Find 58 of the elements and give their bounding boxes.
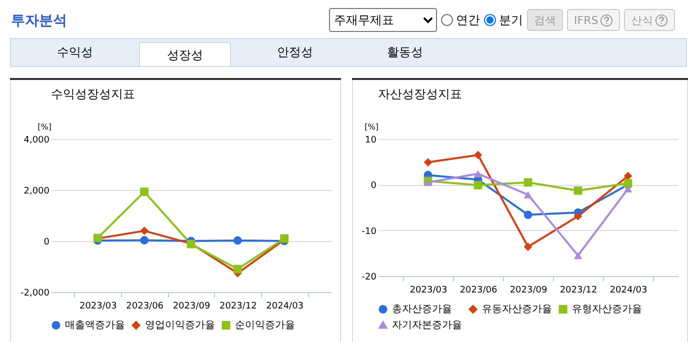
text: 수익성 xyxy=(56,44,94,61)
text: 산식 xyxy=(631,12,654,28)
point xyxy=(624,185,632,192)
text: 성장성 xyxy=(139,42,231,66)
x-tick-label: 2023/12 xyxy=(560,286,598,296)
legend-label: 영업이익증가율 xyxy=(145,320,215,332)
x-tick-label: 2023/06 xyxy=(126,302,164,312)
point xyxy=(140,236,149,244)
text: 안정성 xyxy=(276,44,314,61)
y-tick-label: -10 xyxy=(362,226,377,237)
y-tick-label: 10 xyxy=(365,136,377,146)
chart-title: 수익성장성지표 xyxy=(51,87,135,101)
legend-label: 유동자산증가율 xyxy=(482,304,552,316)
x-tick-label: 2023/09 xyxy=(510,286,548,296)
point xyxy=(524,191,532,198)
y-axis-title: [%] xyxy=(364,122,378,132)
point xyxy=(140,188,149,196)
point xyxy=(424,158,432,166)
y-tick-label: -2,000 xyxy=(20,288,50,298)
text: 분기 xyxy=(498,12,523,28)
point xyxy=(140,226,149,235)
x-tick-label: 2023/03 xyxy=(79,302,117,312)
chart-title: 자산성장성지표 xyxy=(378,87,462,101)
point xyxy=(524,242,532,251)
point xyxy=(574,252,582,260)
point xyxy=(474,170,482,178)
point xyxy=(474,180,482,190)
legend-label: 총자산증가율 xyxy=(392,304,452,316)
legend-label: 유형자산증가율 xyxy=(572,304,642,316)
point xyxy=(233,264,242,274)
y-axis-title: [%] xyxy=(38,122,52,132)
y-tick-label: -20 xyxy=(362,272,377,282)
x-tick-label: 2023/03 xyxy=(410,286,448,296)
y-tick-label: 0 xyxy=(370,181,377,192)
point xyxy=(574,186,582,195)
point xyxy=(524,210,532,219)
legend-label: 매출액증가율 xyxy=(65,320,125,332)
x-tick-label: 2023/09 xyxy=(172,302,210,312)
point xyxy=(233,236,242,245)
point xyxy=(574,212,582,220)
point xyxy=(524,178,532,187)
text: 검색 xyxy=(534,12,556,28)
point xyxy=(624,172,632,180)
text: IFRS xyxy=(574,14,598,26)
point xyxy=(474,150,482,160)
text: 연간 xyxy=(455,12,480,28)
y-tick-label: 4,000 xyxy=(24,136,50,146)
legend-label: 자기자본증가율 xyxy=(392,320,462,331)
y-tick-label: 0 xyxy=(44,238,50,248)
x-tick-label: 2024/03 xyxy=(266,302,304,312)
text: 활동성 xyxy=(386,44,424,61)
text: 주재무제표 xyxy=(329,8,437,32)
x-tick-label: 2023/06 xyxy=(460,286,498,296)
x-tick-label: 2024/03 xyxy=(610,286,648,296)
legend-label: 순이익증가율 xyxy=(235,320,295,332)
x-tick-label: 2023/12 xyxy=(219,302,257,312)
y-tick-label: 2,000 xyxy=(24,186,50,196)
text: 투자분석 xyxy=(11,12,67,30)
